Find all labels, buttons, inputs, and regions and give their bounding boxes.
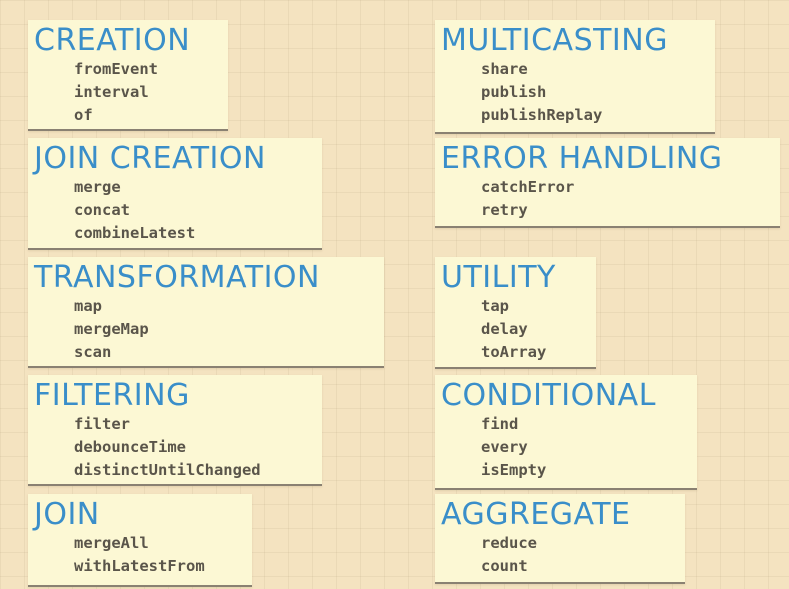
card-filtering: FILTERING filter debounceTime distinctUn… xyxy=(28,375,322,486)
card-title-error-handling: ERROR HANDLING xyxy=(441,141,723,176)
card-items-filtering: filter debounceTime distinctUntilChanged xyxy=(34,413,322,482)
card-title-multicasting: MULTICASTING xyxy=(441,23,668,58)
operator-every: every xyxy=(481,438,528,456)
operator-fromEvent: fromEvent xyxy=(74,60,158,78)
card-items-error-handling: catchError retry xyxy=(441,176,780,222)
operator-interval: interval xyxy=(74,83,149,101)
operator-distinctUntilChanged: distinctUntilChanged xyxy=(74,461,261,479)
operator-toArray: toArray xyxy=(481,343,547,361)
card-items-creation: fromEvent interval of xyxy=(34,58,228,127)
card-items-join: mergeAll withLatestFrom xyxy=(34,532,252,578)
card-title-join: JOIN xyxy=(34,497,100,532)
card-error-handling: ERROR HANDLING catchError retry xyxy=(435,138,780,228)
operator-mergeAll: mergeAll xyxy=(74,534,149,552)
card-multicasting: MULTICASTING share publish publishReplay xyxy=(435,20,715,134)
operator-delay: delay xyxy=(481,320,528,338)
card-title-transformation: TRANSFORMATION xyxy=(34,260,320,295)
operator-reduce: reduce xyxy=(481,534,537,552)
card-creation: CREATION fromEvent interval of xyxy=(28,20,228,131)
operator-withLatestFrom: withLatestFrom xyxy=(74,557,205,575)
operator-retry: retry xyxy=(481,201,528,219)
card-title-filtering: FILTERING xyxy=(34,378,190,413)
operator-filter: filter xyxy=(74,415,130,433)
operator-tap: tap xyxy=(481,297,509,315)
card-title-creation: CREATION xyxy=(34,23,191,58)
card-join-creation: JOIN CREATION merge concat combineLatest xyxy=(28,138,322,250)
operator-of: of xyxy=(74,106,93,124)
card-title-join-creation: JOIN CREATION xyxy=(34,141,266,176)
operator-isEmpty: isEmpty xyxy=(481,461,547,479)
operator-count: count xyxy=(481,557,528,575)
operator-find: find xyxy=(481,415,519,433)
operator-share: share xyxy=(481,60,528,78)
card-items-utility: tap delay toArray xyxy=(441,295,596,364)
card-items-conditional: find every isEmpty xyxy=(441,413,697,482)
operator-merge: merge xyxy=(74,178,121,196)
operator-catchError: catchError xyxy=(481,178,575,196)
operator-scan: scan xyxy=(74,343,112,361)
card-transformation: TRANSFORMATION map mergeMap scan xyxy=(28,257,384,368)
card-utility: UTILITY tap delay toArray xyxy=(435,257,596,369)
card-title-conditional: CONDITIONAL xyxy=(441,378,656,413)
card-title-utility: UTILITY xyxy=(441,260,556,295)
card-items-transformation: map mergeMap scan xyxy=(34,295,384,364)
card-conditional: CONDITIONAL find every isEmpty xyxy=(435,375,697,490)
card-items-multicasting: share publish publishReplay xyxy=(441,58,715,127)
operator-debounceTime: debounceTime xyxy=(74,438,186,456)
operator-map: map xyxy=(74,297,102,315)
operator-concat: concat xyxy=(74,201,130,219)
operator-publish: publish xyxy=(481,83,547,101)
card-items-join-creation: merge concat combineLatest xyxy=(34,176,322,245)
operator-combineLatest: combineLatest xyxy=(74,224,196,242)
card-join: JOIN mergeAll withLatestFrom xyxy=(28,494,252,587)
card-title-aggregate: AGGREGATE xyxy=(441,497,631,532)
operator-publishReplay: publishReplay xyxy=(481,106,603,124)
card-aggregate: AGGREGATE reduce count xyxy=(435,494,685,584)
card-items-aggregate: reduce count xyxy=(441,532,685,578)
operator-mergeMap: mergeMap xyxy=(74,320,149,338)
